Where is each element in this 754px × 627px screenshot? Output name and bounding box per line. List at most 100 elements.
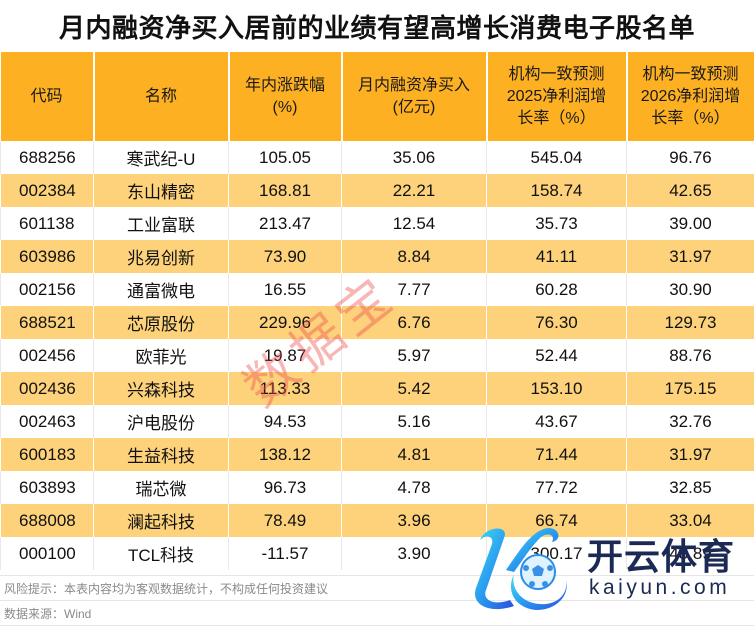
cell-name: 澜起科技 [93, 504, 229, 537]
cell-ytd-change: 138.12 [228, 438, 342, 471]
cell-margin-net-buy: 6.76 [341, 306, 487, 339]
header-margin-net-buy: 月内融资净买入 (亿元) [340, 52, 488, 141]
cell-code: 600183 [0, 438, 94, 471]
cell-growth-2026: 30.90 [626, 273, 754, 306]
cell-growth-2026: 31.97 [626, 438, 754, 471]
cell-name: 兆易创新 [93, 240, 229, 273]
table-row: 002384 东山精密 168.81 22.21 158.74 42.65 [0, 174, 754, 207]
cell-margin-net-buy: 3.96 [341, 504, 487, 537]
cell-margin-net-buy: 35.06 [341, 141, 487, 174]
cell-ytd-change: 105.05 [228, 141, 342, 174]
cell-name: 生益科技 [93, 438, 229, 471]
cell-growth-2026: 33.04 [626, 504, 754, 537]
cell-margin-net-buy: 3.90 [341, 537, 487, 570]
cell-code: 000100 [0, 537, 94, 570]
cell-name: 东山精密 [93, 174, 229, 207]
cell-code: 603986 [0, 240, 94, 273]
cell-growth-2025: 66.74 [486, 504, 627, 537]
cell-name: 工业富联 [93, 207, 229, 240]
cell-name: 欧菲光 [93, 339, 229, 372]
cell-ytd-change: 78.49 [228, 504, 342, 537]
cell-ytd-change: 168.81 [228, 174, 342, 207]
cell-ytd-change: 213.47 [228, 207, 342, 240]
cell-ytd-change: 19.87 [228, 339, 342, 372]
cell-code: 002456 [0, 339, 94, 372]
table-row: 002463 沪电股份 94.53 5.16 43.67 32.76 [0, 405, 754, 438]
table-row: 603986 兆易创新 73.90 8.84 41.11 31.97 [0, 240, 754, 273]
cell-growth-2026: 42.65 [626, 174, 754, 207]
cell-ytd-change: 73.90 [228, 240, 342, 273]
header-growth-2026: 机构一致预测 2026净利润增 长率（%） [625, 52, 754, 141]
table-row: 002156 通富微电 16.55 7.77 60.28 30.90 [0, 273, 754, 306]
cell-growth-2026: 96.76 [626, 141, 754, 174]
data-source: 数据来源：Wind [0, 600, 754, 626]
header-growth-2025: 机构一致预测 2025净利润增 长率（%） [485, 52, 628, 141]
cell-ytd-change: 96.73 [228, 471, 342, 504]
cell-name: 瑞芯微 [93, 471, 229, 504]
cell-growth-2025: 158.74 [486, 174, 627, 207]
cell-code: 002463 [0, 405, 94, 438]
cell-growth-2025: 43.67 [486, 405, 627, 438]
risk-disclaimer: 风险提示：本表内容均为客观数据统计，不构成任何投资建议 [0, 575, 754, 600]
page-title: 月内融资净买入居前的业绩有望高增长消费电子股名单 [58, 12, 695, 43]
cell-code: 002384 [0, 174, 94, 207]
table-row: 688256 寒武纪-U 105.05 35.06 545.04 96.76 [0, 141, 754, 174]
cell-growth-2025: 76.30 [486, 306, 627, 339]
cell-name: 兴森科技 [93, 372, 229, 405]
cell-growth-2026: 175.15 [626, 372, 754, 405]
stock-table: 代码 名称 年内涨跌幅 (%) 月内融资净买入 (亿元) 机构一致预测 2025… [0, 52, 754, 570]
cell-growth-2026: 48.89 [626, 537, 754, 570]
cell-ytd-change: 229.96 [228, 306, 342, 339]
cell-margin-net-buy: 5.42 [341, 372, 487, 405]
table-row: 601138 工业富联 213.47 12.54 35.73 39.00 [0, 207, 754, 240]
cell-ytd-change: 113.33 [228, 372, 342, 405]
cell-margin-net-buy: 4.78 [341, 471, 487, 504]
cell-growth-2026: 129.73 [626, 306, 754, 339]
cell-growth-2025: 545.04 [486, 141, 627, 174]
cell-code: 603893 [0, 471, 94, 504]
cell-growth-2025: 41.11 [486, 240, 627, 273]
cell-code: 688008 [0, 504, 94, 537]
table-row: 000100 TCL科技 -11.57 3.90 300.17 48.89 [0, 537, 754, 570]
cell-code: 002436 [0, 372, 94, 405]
cell-margin-net-buy: 5.16 [341, 405, 487, 438]
cell-growth-2025: 71.44 [486, 438, 627, 471]
table-row: 603893 瑞芯微 96.73 4.78 77.72 32.85 [0, 471, 754, 504]
cell-growth-2025: 52.44 [486, 339, 627, 372]
cell-margin-net-buy: 12.54 [341, 207, 487, 240]
cell-name: 通富微电 [93, 273, 229, 306]
cell-name: TCL科技 [93, 537, 229, 570]
cell-margin-net-buy: 7.77 [341, 273, 487, 306]
cell-growth-2025: 60.28 [486, 273, 627, 306]
cell-name: 芯原股份 [93, 306, 229, 339]
cell-growth-2025: 77.72 [486, 471, 627, 504]
table-row: 688008 澜起科技 78.49 3.96 66.74 33.04 [0, 504, 754, 537]
cell-ytd-change: 16.55 [228, 273, 342, 306]
header-code: 代码 [0, 52, 95, 141]
cell-ytd-change: 94.53 [228, 405, 342, 438]
header-ytd-change: 年内涨跌幅 (%) [227, 52, 343, 141]
cell-growth-2026: 88.76 [626, 339, 754, 372]
cell-code: 601138 [0, 207, 94, 240]
cell-growth-2025: 300.17 [486, 537, 627, 570]
cell-name: 寒武纪-U [93, 141, 229, 174]
cell-code: 688256 [0, 141, 94, 174]
table-row: 002456 欧菲光 19.87 5.97 52.44 88.76 [0, 339, 754, 372]
table-header-row: 代码 名称 年内涨跌幅 (%) 月内融资净买入 (亿元) 机构一致预测 2025… [0, 52, 754, 141]
cell-margin-net-buy: 8.84 [341, 240, 487, 273]
cell-name: 沪电股份 [93, 405, 229, 438]
cell-growth-2026: 32.85 [626, 471, 754, 504]
cell-ytd-change: -11.57 [228, 537, 342, 570]
table-row: 600183 生益科技 138.12 4.81 71.44 31.97 [0, 438, 754, 471]
cell-growth-2026: 31.97 [626, 240, 754, 273]
cell-growth-2025: 153.10 [486, 372, 627, 405]
cell-code: 688521 [0, 306, 94, 339]
header-name: 名称 [92, 52, 230, 141]
cell-growth-2026: 39.00 [626, 207, 754, 240]
cell-margin-net-buy: 4.81 [341, 438, 487, 471]
cell-margin-net-buy: 22.21 [341, 174, 487, 207]
cell-growth-2025: 35.73 [486, 207, 627, 240]
table-row: 002436 兴森科技 113.33 5.42 153.10 175.15 [0, 372, 754, 405]
table-row: 688521 芯原股份 229.96 6.76 76.30 129.73 [0, 306, 754, 339]
cell-margin-net-buy: 5.97 [341, 339, 487, 372]
